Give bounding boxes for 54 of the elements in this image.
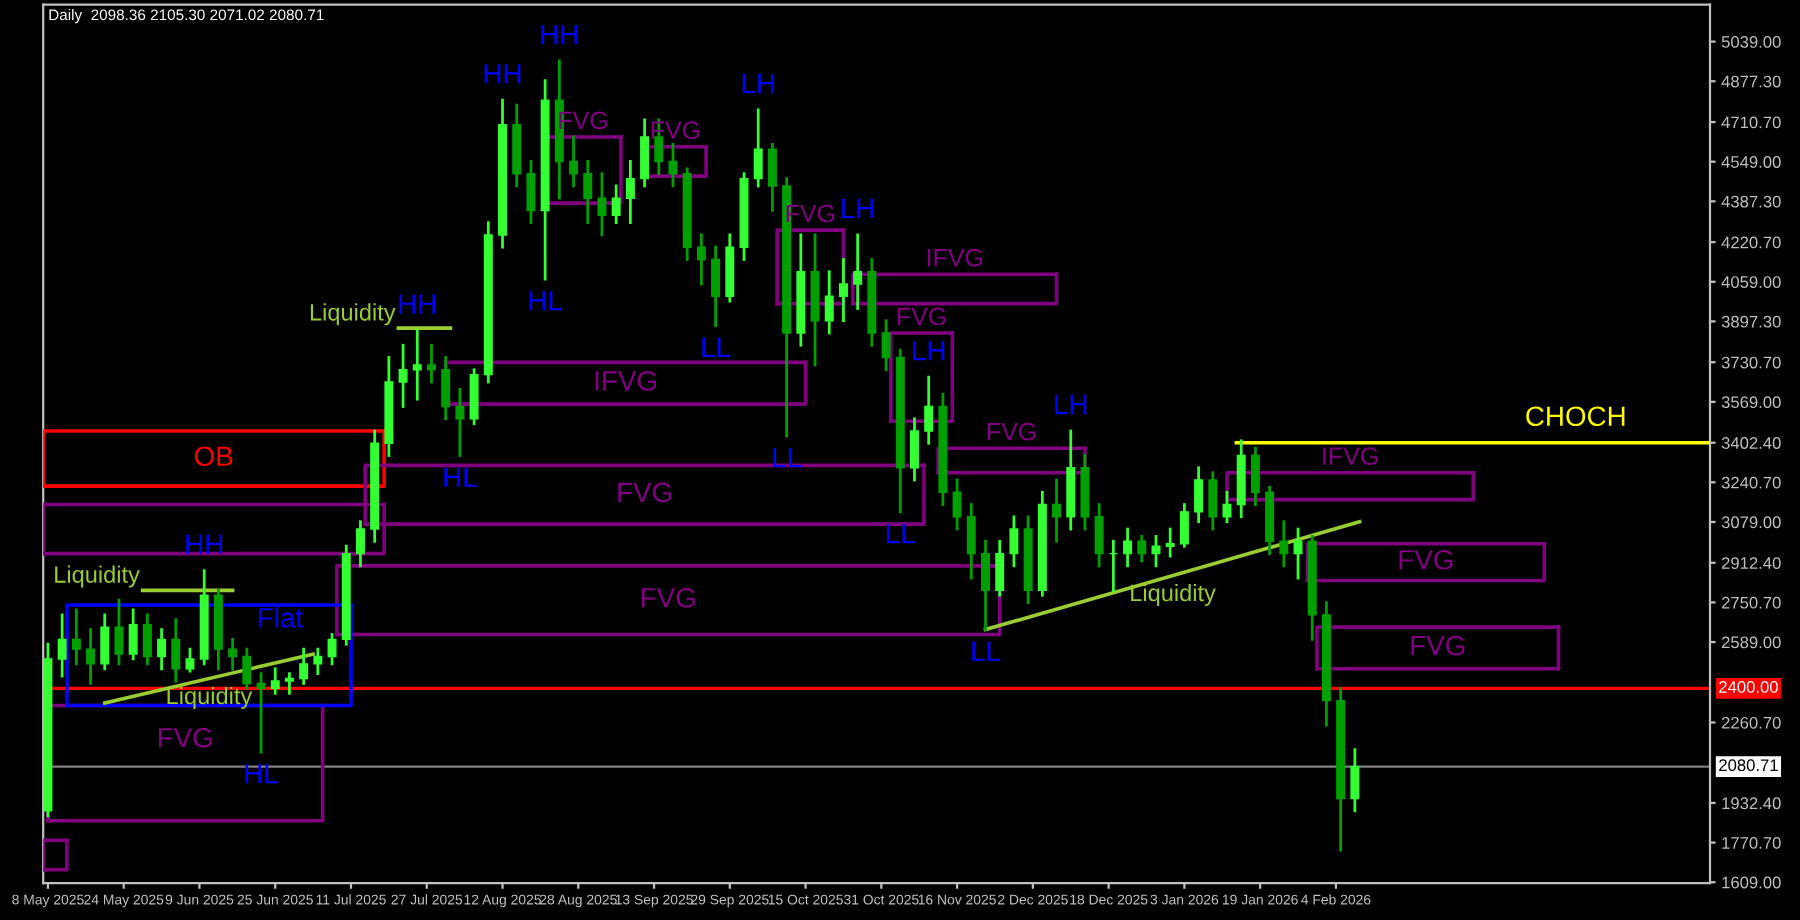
annotation: LL <box>702 337 731 357</box>
y-tick-label: 4549.00 <box>1721 156 1781 168</box>
series-label: Liquidity <box>55 565 140 588</box>
series-label: FVG <box>641 587 695 608</box>
y-tick-label: 1932.40 <box>1722 797 1781 810</box>
y-tick-label: 1609.00 <box>1722 876 1781 889</box>
y-tick-label: 2912.40 <box>1721 557 1781 569</box>
y-tick-label: 4387.30 <box>1721 195 1781 208</box>
y-tick-label: 3730.70 <box>1721 356 1781 369</box>
series-label: FVG <box>618 482 672 503</box>
y-tick-label: 2589.00 <box>1721 636 1781 649</box>
annotation: HH <box>186 534 222 554</box>
annotation: HL <box>444 467 477 487</box>
annotation: HH <box>484 64 521 84</box>
series-label: FVG <box>987 422 1036 441</box>
y-tick-label: 1770.70 <box>1722 836 1781 849</box>
annotation: LL <box>887 524 915 544</box>
annotation: LH <box>742 74 774 94</box>
ref-line-label: 2080.71 <box>1719 759 1778 772</box>
y-tick-label: 3897.30 <box>1721 315 1781 328</box>
series-label: FVG <box>1399 549 1453 570</box>
series-label: OB <box>194 446 233 467</box>
series-label: Liquidity <box>310 303 396 326</box>
series-label: IFVG <box>1323 447 1378 465</box>
annotation: HH <box>541 24 578 45</box>
y-tick-label: 4710.70 <box>1721 116 1781 129</box>
y-tick-label: 4877.30 <box>1721 75 1781 88</box>
y-tick-label: 3240.70 <box>1721 476 1781 489</box>
series-label: Liquidity <box>167 686 253 709</box>
annotation: LH <box>913 341 945 361</box>
annotation: HL <box>245 764 278 784</box>
annotation: LL <box>773 448 802 468</box>
series-label: IFVG <box>595 371 656 391</box>
annotation: HL <box>529 291 562 311</box>
ref-line-label: 2400.00 <box>1719 681 1778 693</box>
series-label: Liquidity <box>1131 583 1216 606</box>
annotation: LL <box>972 641 1001 661</box>
series-label: CHOCH <box>1526 406 1625 427</box>
annotation: HH <box>399 294 436 314</box>
y-tick-label: 4220.70 <box>1721 236 1781 249</box>
series-label: FVG <box>1411 635 1465 656</box>
y-tick-label: 4059.00 <box>1721 276 1781 288</box>
y-tick-label: 2750.70 <box>1721 596 1781 609</box>
y-tick-label: 3569.00 <box>1721 396 1781 409</box>
series-label: Flat <box>259 607 303 628</box>
y-tick-label: 3079.00 <box>1721 516 1781 529</box>
y-tick-label: 3402.40 <box>1721 437 1781 449</box>
series-label: IFVG <box>927 248 983 267</box>
annotation: LH <box>842 198 874 219</box>
y-tick-label: 2260.70 <box>1721 716 1781 729</box>
series-label: FVG <box>897 307 946 326</box>
series-label: FVG <box>158 727 212 748</box>
annotation: LH <box>1055 395 1087 415</box>
y-tick-label: 5039.00 <box>1721 36 1781 48</box>
